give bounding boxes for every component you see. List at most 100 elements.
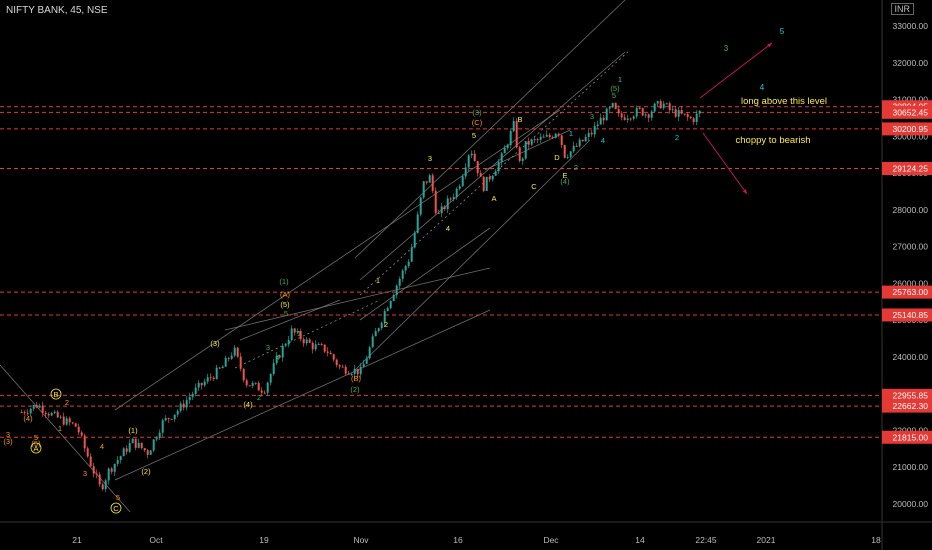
candle-body <box>77 426 80 433</box>
candle-body <box>59 416 62 418</box>
candle-body <box>680 110 683 114</box>
candle-body <box>542 136 545 138</box>
candle-body <box>311 342 314 350</box>
candle-body <box>215 367 218 380</box>
candle-body <box>170 418 173 420</box>
candle-body <box>239 356 242 369</box>
candle-body <box>620 113 623 118</box>
candle-body <box>434 190 437 213</box>
wave-label: (5) <box>280 300 290 309</box>
currency-badge[interactable]: INR <box>890 3 914 15</box>
candle-body <box>299 331 302 340</box>
level-price-tag <box>882 430 932 444</box>
candle-body <box>41 405 44 413</box>
candle-body <box>599 117 602 125</box>
candle-body <box>173 414 176 420</box>
candle-body <box>38 405 41 408</box>
candle-body <box>89 456 92 467</box>
candle-body <box>335 359 338 366</box>
candle-body <box>611 103 614 108</box>
level-price-tag <box>882 162 932 176</box>
candle-body <box>632 116 635 119</box>
wave-label: (B) <box>351 374 362 383</box>
candle-body <box>494 171 497 176</box>
x-tick-label: 22:45 <box>695 535 717 545</box>
candle-body <box>584 137 587 142</box>
candle-body <box>206 377 209 382</box>
candle-body <box>638 107 641 109</box>
candle-body <box>65 418 68 425</box>
candle-body <box>224 357 227 367</box>
candle-body <box>197 382 200 388</box>
candle-body <box>257 382 260 391</box>
candle-body <box>191 393 194 397</box>
candle-body <box>644 114 647 116</box>
x-tick-label: Oct <box>149 535 163 545</box>
candle-body <box>527 141 530 145</box>
candle-body <box>242 368 245 381</box>
candle-body <box>287 340 290 345</box>
long-above-annotation: long above this level <box>741 96 827 107</box>
x-tick-label: Dec <box>543 535 559 545</box>
candle-body <box>641 108 644 116</box>
wave-label: C <box>113 504 119 513</box>
candle-body <box>83 435 86 449</box>
x-tick-label: 21 <box>72 535 82 545</box>
candle-body <box>356 368 359 375</box>
candle-body <box>203 381 206 386</box>
level-price-tag <box>882 285 932 299</box>
candle-body <box>95 473 98 475</box>
candle-body <box>179 403 182 411</box>
candle-body <box>407 261 410 267</box>
candle-body <box>575 145 578 147</box>
candle-body <box>671 109 674 111</box>
candle-body <box>515 121 518 148</box>
candle-body <box>338 365 341 367</box>
candle-body <box>554 133 557 138</box>
wave-label: 2 <box>65 398 69 407</box>
candle-body <box>398 278 401 286</box>
dotted-channel-line <box>359 49 631 296</box>
candle-body <box>314 344 317 350</box>
candle-body <box>68 418 71 423</box>
candle-body <box>26 413 29 415</box>
candle-body <box>158 432 161 439</box>
candle-body <box>548 134 551 137</box>
candle-body <box>125 448 128 452</box>
candle-body <box>104 480 107 490</box>
level-price-tag <box>882 105 932 119</box>
channel-line <box>359 227 491 321</box>
wave-label: 4 <box>446 224 450 233</box>
candle-body <box>635 107 638 117</box>
candle-body <box>143 448 146 451</box>
candle-body <box>227 357 230 359</box>
candle-body <box>440 206 443 214</box>
x-tick-label: Nov <box>353 535 369 545</box>
level-price-label: 29124.25 <box>893 164 929 174</box>
candle-body <box>62 416 65 425</box>
candle-body <box>500 153 503 163</box>
candle-body <box>182 403 185 408</box>
candle-body <box>212 377 215 380</box>
channel-line <box>0 364 131 513</box>
candle-body <box>602 117 605 121</box>
candle-body <box>29 408 32 414</box>
candle-body <box>692 118 695 123</box>
wave-label: 4 <box>100 442 104 451</box>
candle-body <box>623 117 626 120</box>
wave-label-circle <box>50 388 62 400</box>
candle-body <box>359 366 362 375</box>
wave-label: (5) <box>31 439 41 448</box>
candle-body <box>137 442 140 448</box>
candle-body <box>161 420 164 433</box>
candle-body <box>371 336 374 348</box>
candle-body <box>482 176 485 191</box>
candle-body <box>305 339 308 344</box>
channel-line <box>354 139 591 371</box>
wave-label: (1) <box>128 426 138 435</box>
channel-line <box>239 299 341 341</box>
candle-body <box>284 344 287 346</box>
candle-body <box>98 474 101 485</box>
level-price-label: 30652.45 <box>893 107 929 117</box>
